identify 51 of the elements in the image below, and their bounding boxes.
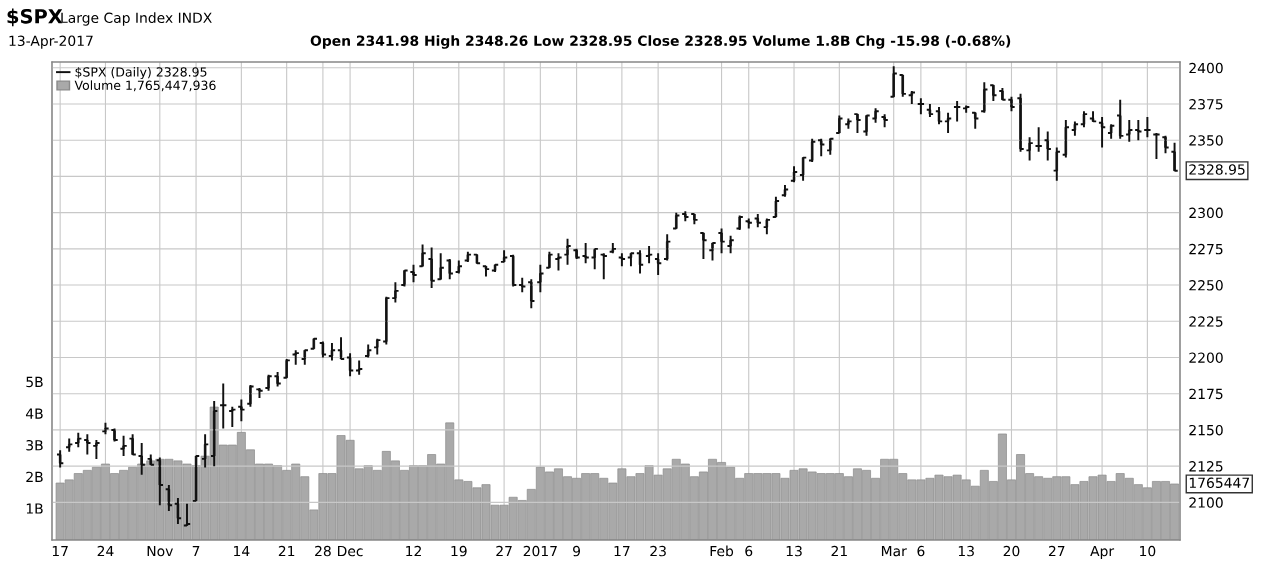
chart-subtitle: Large Cap Index INDX [61, 12, 212, 26]
x-tick-label: 20 [1003, 545, 1020, 557]
x-tick-label: Dec [338, 545, 363, 557]
x-tick-label: 28 [315, 545, 331, 557]
x-tick-label: 2017 [523, 545, 557, 557]
x-tick-label: 10 [1140, 545, 1156, 557]
x-tick-label: 24 [97, 545, 114, 557]
y-tick-label: 2225 [1189, 316, 1223, 327]
legend-label: $SPX (Daily) 2328.95 [75, 67, 207, 80]
y-tick-label: 2150 [1189, 424, 1223, 436]
y-tick-label: 2300 [1189, 207, 1223, 219]
chart-title: $SPX [7, 8, 63, 27]
text: 13-Apr-2017 [9, 35, 93, 49]
x-tick-label: 9 [573, 545, 581, 557]
y-tick-label: 2400 [1189, 62, 1223, 74]
y-tick-label: 2200 [1189, 352, 1223, 363]
text: 1765447 [1189, 477, 1249, 488]
x-tick-label: 6 [917, 545, 925, 557]
x-tick-label: 13 [958, 545, 974, 557]
x-tick-label: 14 [234, 545, 250, 557]
x-tick-label: 27 [496, 545, 512, 557]
x-tick-label: Nov [147, 545, 173, 557]
x-tick-label: 6 [745, 545, 753, 557]
x-tick-label: 19 [451, 545, 467, 557]
x-tick-label: 7 [192, 545, 200, 557]
y2-tick-label: 4B [25, 408, 43, 419]
y2-tick-label: 1B [26, 503, 43, 514]
x-tick-label: 12 [406, 545, 421, 557]
text: Open 2341.98 High 2348.26 Low 2328.95 Close 2328.95 Volume 1.8B Chg -15.98 (-0.68%) [310, 35, 1011, 49]
x-tick-label: 21 [831, 545, 847, 557]
y-tick-label: 2350 [1189, 135, 1223, 146]
x-tick-label: Feb [710, 545, 734, 557]
x-tick-label: 17 [614, 545, 630, 557]
y-tick-label: 2100 [1189, 497, 1223, 508]
x-tick-label: Mar [881, 545, 907, 557]
x-tick-label: 23 [650, 545, 666, 557]
x-tick-label: 17 [52, 545, 68, 557]
x-tick-label: 21 [278, 545, 295, 557]
y-tick-label: 2175 [1189, 388, 1223, 400]
text: 2328.95 [1189, 164, 1245, 175]
y2-tick-label: 2B [26, 471, 43, 482]
x-tick-label: Apr [1090, 545, 1115, 559]
y-tick-label: 2375 [1189, 98, 1223, 110]
legend-label: Volume 1,765,447,936 [74, 80, 216, 92]
y-tick-label: 2275 [1189, 243, 1223, 255]
y-tick-label: 2250 [1189, 280, 1223, 291]
y2-tick-label: 3B [26, 440, 43, 451]
y2-tick-label: 5B [26, 376, 43, 388]
x-tick-label: 13 [786, 545, 802, 557]
x-tick-label: 27 [1048, 545, 1065, 557]
y-tick-label: 2125 [1189, 461, 1223, 472]
